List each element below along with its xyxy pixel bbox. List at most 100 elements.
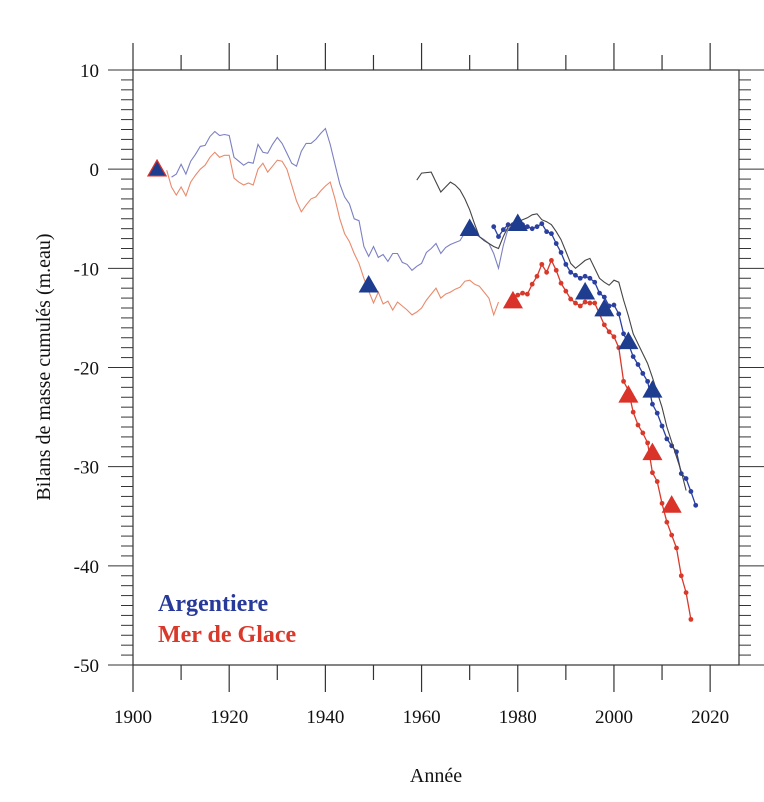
data-point: [563, 261, 569, 267]
y-tick-label: 0: [90, 160, 100, 181]
x-tick-label: 1900: [114, 707, 152, 728]
data-point: [659, 500, 665, 506]
data-point: [630, 354, 636, 359]
data-point: [601, 322, 607, 328]
data-point: [587, 300, 593, 306]
data-point: [558, 280, 564, 286]
data-point: [654, 479, 660, 484]
data-point: [577, 275, 583, 281]
data-point: [553, 241, 559, 246]
data-point: [669, 532, 675, 538]
legend-argentiere: Argentiere: [158, 591, 269, 617]
y-axis-label: Bilans de masse cumulés (m.eau): [33, 233, 55, 500]
data-point: [654, 410, 660, 416]
triangle-marker-argentiere: [618, 331, 639, 350]
series-line-mer-de-glace-thin: [166, 151, 500, 317]
data-point: [664, 436, 670, 442]
data-point: [683, 590, 689, 596]
triangle-marker-argentiere: [575, 281, 596, 300]
data-point: [549, 231, 554, 237]
x-tick-label: 2020: [691, 707, 729, 728]
triangle-marker-mer-de-glace: [502, 290, 523, 309]
markers-layer: [147, 158, 682, 513]
triangle-marker-argentiere: [507, 213, 528, 232]
data-point: [500, 227, 506, 233]
data-point: [534, 273, 540, 279]
data-point: [529, 226, 535, 232]
data-point: [683, 476, 689, 481]
data-point: [558, 250, 564, 255]
data-point: [582, 273, 588, 279]
triangle-marker-argentiere: [459, 218, 480, 237]
data-point: [592, 300, 598, 306]
data-point: [534, 224, 540, 230]
data-point: [568, 296, 574, 302]
x-tick-label: 1920: [210, 707, 248, 728]
data-point: [496, 234, 501, 240]
data-point: [539, 221, 545, 227]
data-point: [515, 292, 521, 298]
triangle-marker-argentiere: [358, 274, 379, 293]
data-point: [630, 409, 636, 415]
series-line-argentiere-thin: [171, 127, 519, 272]
data-point: [592, 279, 598, 285]
y-tick-label: 10: [80, 61, 99, 82]
data-point: [693, 502, 699, 508]
data-point: [587, 275, 593, 281]
data-point: [491, 224, 497, 230]
data-point: [635, 422, 641, 428]
data-point: [601, 294, 607, 300]
axes: 1900 1920 1940 1960 1980 2000 2020 10 0 -10 -20 -30…: [74, 43, 764, 728]
data-point: [621, 331, 626, 337]
data-point: [549, 258, 554, 263]
data-point: [650, 401, 655, 407]
data-point: [659, 423, 665, 429]
data-point: [524, 291, 530, 297]
data-point: [597, 290, 602, 296]
series-line-argentiere-dots: [493, 222, 697, 506]
data-point: [650, 470, 655, 476]
data-point: [645, 378, 651, 384]
data-point: [640, 430, 646, 436]
data-point: [544, 269, 550, 275]
series-line-black-thin: [416, 171, 687, 491]
data-point: [664, 519, 670, 525]
x-axis-label: Année: [410, 765, 462, 787]
x-tick-label: 1980: [499, 707, 537, 728]
data-point: [645, 440, 651, 446]
data-point: [582, 299, 588, 305]
legend-mer-de-glace: Mer de Glace: [158, 622, 297, 648]
data-point: [573, 272, 578, 278]
data-point: [529, 281, 535, 287]
x-tick-label: 2000: [595, 707, 633, 728]
data-point: [573, 300, 578, 306]
data-point: [577, 303, 583, 309]
data-point: [688, 616, 694, 622]
data-point: [621, 378, 626, 384]
data-point: [678, 573, 684, 579]
triangle-marker-argentiere: [594, 298, 615, 317]
data-point: [635, 362, 641, 367]
x-tick-label: 1960: [403, 707, 441, 728]
x-tick-label: 1940: [306, 707, 344, 728]
data-point: [616, 311, 622, 317]
data-point: [674, 545, 679, 551]
data-point: [611, 302, 617, 308]
data-point: [563, 288, 569, 294]
data-point: [553, 267, 559, 273]
y-tick-label: -50: [74, 656, 99, 677]
data-point: [611, 334, 617, 340]
triangle-marker-mer-de-glace: [642, 442, 663, 461]
triangle-marker-mer-de-glace: [618, 385, 639, 403]
triangle-marker-mer-de-glace: [661, 495, 682, 513]
y-tick-label: -10: [74, 259, 99, 280]
triangle-marker-argentiere: [642, 380, 663, 398]
triangle-marker-argentiere: [147, 158, 168, 177]
data-point: [520, 290, 525, 296]
data-point: [544, 229, 550, 235]
y-tick-label: -30: [74, 458, 99, 479]
data-point: [568, 269, 574, 275]
y-tick-label: -40: [74, 557, 99, 578]
